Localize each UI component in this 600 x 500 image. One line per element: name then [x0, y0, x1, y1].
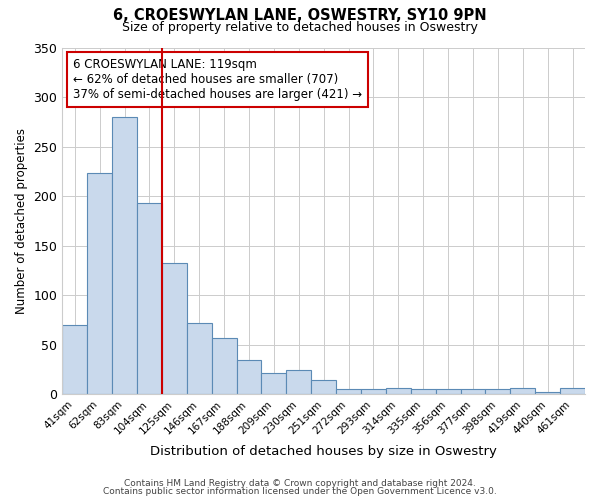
- Bar: [311, 380, 336, 394]
- Bar: [511, 388, 535, 394]
- Bar: [411, 390, 436, 394]
- X-axis label: Distribution of detached houses by size in Oswestry: Distribution of detached houses by size …: [150, 444, 497, 458]
- Text: Contains HM Land Registry data © Crown copyright and database right 2024.: Contains HM Land Registry data © Crown c…: [124, 478, 476, 488]
- Bar: [187, 323, 212, 394]
- Bar: [62, 325, 87, 394]
- Bar: [212, 338, 236, 394]
- Bar: [386, 388, 411, 394]
- Text: Size of property relative to detached houses in Oswestry: Size of property relative to detached ho…: [122, 21, 478, 34]
- Bar: [112, 117, 137, 394]
- Text: Contains public sector information licensed under the Open Government Licence v3: Contains public sector information licen…: [103, 487, 497, 496]
- Y-axis label: Number of detached properties: Number of detached properties: [15, 128, 28, 314]
- Bar: [560, 388, 585, 394]
- Bar: [361, 390, 386, 394]
- Bar: [485, 390, 511, 394]
- Bar: [286, 370, 311, 394]
- Bar: [262, 372, 286, 394]
- Bar: [535, 392, 560, 394]
- Bar: [461, 390, 485, 394]
- Bar: [137, 203, 162, 394]
- Bar: [87, 174, 112, 394]
- Bar: [436, 390, 461, 394]
- Text: 6, CROESWYLAN LANE, OSWESTRY, SY10 9PN: 6, CROESWYLAN LANE, OSWESTRY, SY10 9PN: [113, 8, 487, 22]
- Bar: [236, 360, 262, 394]
- Text: 6 CROESWYLAN LANE: 119sqm
← 62% of detached houses are smaller (707)
37% of semi: 6 CROESWYLAN LANE: 119sqm ← 62% of detac…: [73, 58, 362, 101]
- Bar: [162, 262, 187, 394]
- Bar: [336, 390, 361, 394]
